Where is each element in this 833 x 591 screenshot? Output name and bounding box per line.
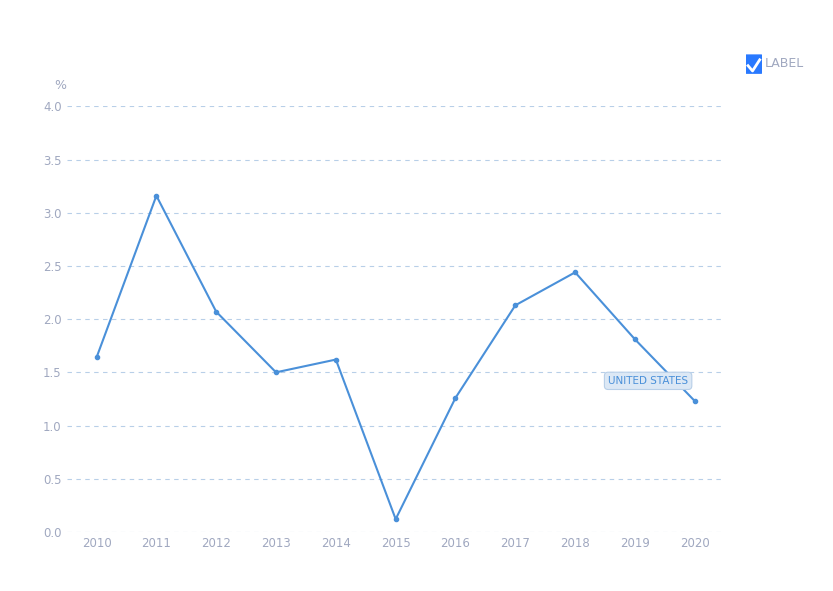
Text: %: % — [54, 79, 66, 92]
Text: LABEL: LABEL — [765, 57, 804, 70]
Text: UNITED STATES: UNITED STATES — [608, 376, 688, 386]
FancyBboxPatch shape — [746, 54, 762, 74]
